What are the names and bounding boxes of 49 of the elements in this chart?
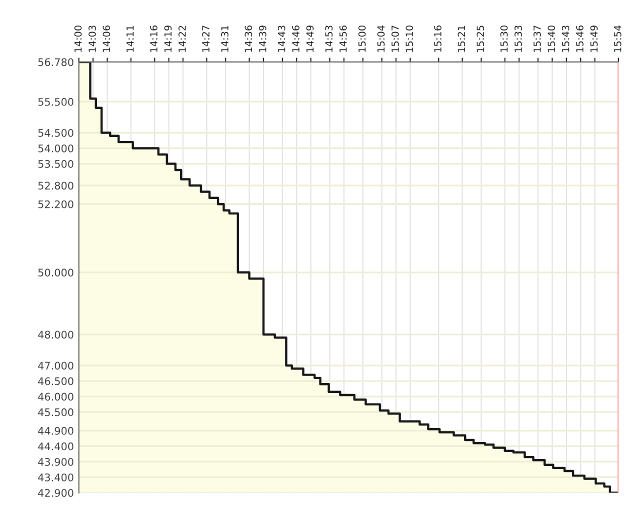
x-tick-label: 15:00 bbox=[358, 26, 366, 52]
x-tick-label: 14:11 bbox=[126, 26, 134, 52]
x-tick-label: 15:21 bbox=[458, 26, 466, 52]
x-tick-label: 15:49 bbox=[590, 26, 598, 52]
x-tick-label: 14:16 bbox=[150, 26, 158, 52]
y-tick-label: 54.000 bbox=[38, 144, 74, 152]
y-tick-label: 53.500 bbox=[38, 160, 74, 168]
x-tick-label: 15:40 bbox=[548, 26, 556, 52]
x-tick-label: 14:22 bbox=[178, 26, 186, 52]
y-tick-label: 44.900 bbox=[38, 426, 74, 435]
x-tick-label: 14:19 bbox=[164, 26, 172, 52]
x-tick-label: 14:36 bbox=[244, 26, 252, 52]
x-tick-label: 14:56 bbox=[339, 26, 347, 52]
x-tick-label: 15:33 bbox=[514, 26, 522, 52]
y-tick-label: 52.200 bbox=[38, 200, 74, 208]
y-tick-label: 48.000 bbox=[38, 330, 74, 339]
y-tick-label: 46.000 bbox=[38, 392, 74, 401]
y-tick-label: 54.500 bbox=[38, 128, 74, 137]
y-tick-label: 50.000 bbox=[38, 268, 74, 277]
x-tick-label: 15:07 bbox=[391, 26, 399, 52]
y-tick-label: 43.900 bbox=[38, 458, 74, 466]
y-tick-label: 56.780 bbox=[38, 58, 74, 66]
y-tick-label: 47.000 bbox=[38, 362, 74, 370]
x-tick-label: 14:03 bbox=[88, 26, 96, 52]
x-tick-label: 15:46 bbox=[576, 26, 584, 52]
y-tick-label: 45.500 bbox=[38, 408, 74, 416]
y-tick-label: 43.400 bbox=[38, 473, 74, 482]
x-tick-label: 14:43 bbox=[278, 26, 286, 52]
y-tick-label: 42.900 bbox=[38, 488, 74, 497]
x-tick-label: 14:49 bbox=[306, 26, 314, 52]
x-tick-label: 15:37 bbox=[533, 26, 541, 52]
x-tick-label: 15:04 bbox=[377, 25, 385, 52]
y-tick-label: 55.500 bbox=[38, 98, 74, 106]
x-tick-label: 14:39 bbox=[258, 26, 266, 52]
x-tick-label: 14:53 bbox=[325, 26, 333, 52]
x-tick-label: 15:16 bbox=[434, 26, 442, 52]
x-tick-label: 14:31 bbox=[221, 26, 228, 52]
x-tick-label: 15:43 bbox=[562, 26, 570, 52]
y-tick-label: 46.500 bbox=[38, 377, 74, 386]
x-tick-label: 14:27 bbox=[202, 26, 210, 52]
x-tick-label: 15:10 bbox=[406, 26, 414, 52]
y-tick-label: 52.800 bbox=[38, 182, 74, 190]
x-tick-label: 15:54 bbox=[614, 25, 622, 52]
x-tick-label: 14:00 bbox=[74, 26, 82, 52]
x-tick-label: 14:46 bbox=[292, 26, 300, 52]
x-tick-label: 14:06 bbox=[102, 26, 110, 52]
y-tick-label: 44.400 bbox=[38, 442, 74, 450]
x-tick-label: 15:30 bbox=[500, 26, 508, 52]
x-tick-label: 15:25 bbox=[476, 26, 484, 52]
